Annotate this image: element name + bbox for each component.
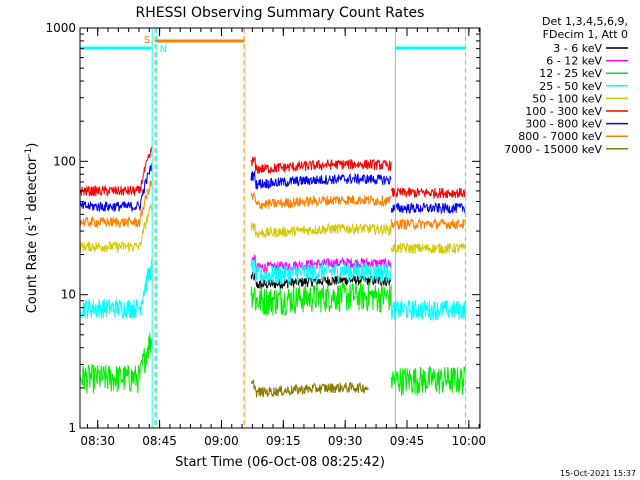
series-segment xyxy=(250,191,392,210)
series-segment xyxy=(250,282,392,317)
series-12-25kev xyxy=(79,282,466,396)
series-segment xyxy=(390,365,466,396)
y-tick-label-0: 1 xyxy=(68,421,76,435)
legend-label-8: 7000 - 15000 keV xyxy=(504,143,602,156)
legend-header-1: Det 1,3,4,5,6,9, xyxy=(542,15,628,28)
legend-header-2: FDecim 1, Att 0 xyxy=(543,28,628,41)
x-tick-label-6: 10:00 xyxy=(452,434,487,448)
saa-label: S xyxy=(144,35,150,46)
series-segment xyxy=(390,202,466,215)
series-segment xyxy=(390,242,466,255)
series-segment xyxy=(79,180,153,229)
plot-overlays: SN xyxy=(80,28,467,428)
y-label-part1: Count Rate (s xyxy=(25,225,40,314)
y-tick-label-2: 100 xyxy=(53,154,76,168)
series-25-50kev xyxy=(79,258,466,321)
series-7000-15000kev xyxy=(250,379,369,398)
series-segment xyxy=(79,258,153,320)
series-segment xyxy=(79,146,153,197)
footer-timestamp: 15-Oct-2021 15:37 xyxy=(560,469,636,478)
legend-label-7: 800 - 7000 keV xyxy=(518,130,602,143)
series-segment xyxy=(390,217,466,231)
series-segment xyxy=(250,221,392,240)
series-segment xyxy=(79,163,153,213)
series-segment xyxy=(250,171,392,191)
legend-label-5: 100 - 300 keV xyxy=(525,105,602,118)
x-tick-label-4: 09:30 xyxy=(328,434,363,448)
x-axis: 08:30 08:45 09:00 09:15 09:30 09:45 10:00 xyxy=(80,28,486,448)
night-label: N xyxy=(160,44,167,55)
y-label-part3: ) xyxy=(25,143,40,148)
y-axis-label: Count Rate (s-1 detector-1) xyxy=(24,143,40,314)
series-segment xyxy=(79,332,153,394)
series-segment xyxy=(250,259,392,285)
plot-frame xyxy=(79,27,481,429)
y-label-sup2: -1 xyxy=(24,148,34,157)
x-tick-label-1: 08:45 xyxy=(142,434,177,448)
y-label-part2: detector xyxy=(25,156,40,216)
legend: Det 1,3,4,5,6,9, FDecim 1, Att 0 3 - 6 k… xyxy=(504,15,628,156)
legend-label-2: 12 - 25 keV xyxy=(539,67,602,80)
series-100-300kev xyxy=(79,146,466,200)
chart-title: RHESSI Observing Summary Count Rates xyxy=(136,5,425,21)
legend-label-0: 3 - 6 keV xyxy=(553,42,602,55)
y-tick-label-3: 1000 xyxy=(45,21,76,35)
x-tick-label-2: 09:00 xyxy=(204,434,239,448)
legend-label-6: 300 - 800 keV xyxy=(525,118,602,131)
x-axis-label: Start Time (06-Oct-08 08:25:42) xyxy=(175,455,385,470)
series-300-800kev xyxy=(79,163,466,215)
y-axis: 1 10 100 1000 xyxy=(45,21,480,435)
series-50-100kev xyxy=(79,203,466,255)
x-tick-label-3: 09:15 xyxy=(266,434,301,448)
legend-label-4: 50 - 100 keV xyxy=(532,92,602,105)
series-segment xyxy=(250,379,369,398)
legend-label-1: 6 - 12 keV xyxy=(546,55,602,68)
y-tick-label-1: 10 xyxy=(61,288,76,302)
legend-label-3: 25 - 50 keV xyxy=(539,80,602,93)
series-800-7000kev xyxy=(79,180,466,231)
x-tick-label-0: 08:30 xyxy=(80,434,115,448)
series-segment xyxy=(390,299,466,321)
series-segment xyxy=(79,203,153,254)
series-segment xyxy=(250,156,392,175)
plot-lines xyxy=(79,146,466,398)
series-segment xyxy=(390,187,466,200)
x-tick-label-5: 09:45 xyxy=(390,434,425,448)
y-label-sup1: -1 xyxy=(24,216,34,225)
